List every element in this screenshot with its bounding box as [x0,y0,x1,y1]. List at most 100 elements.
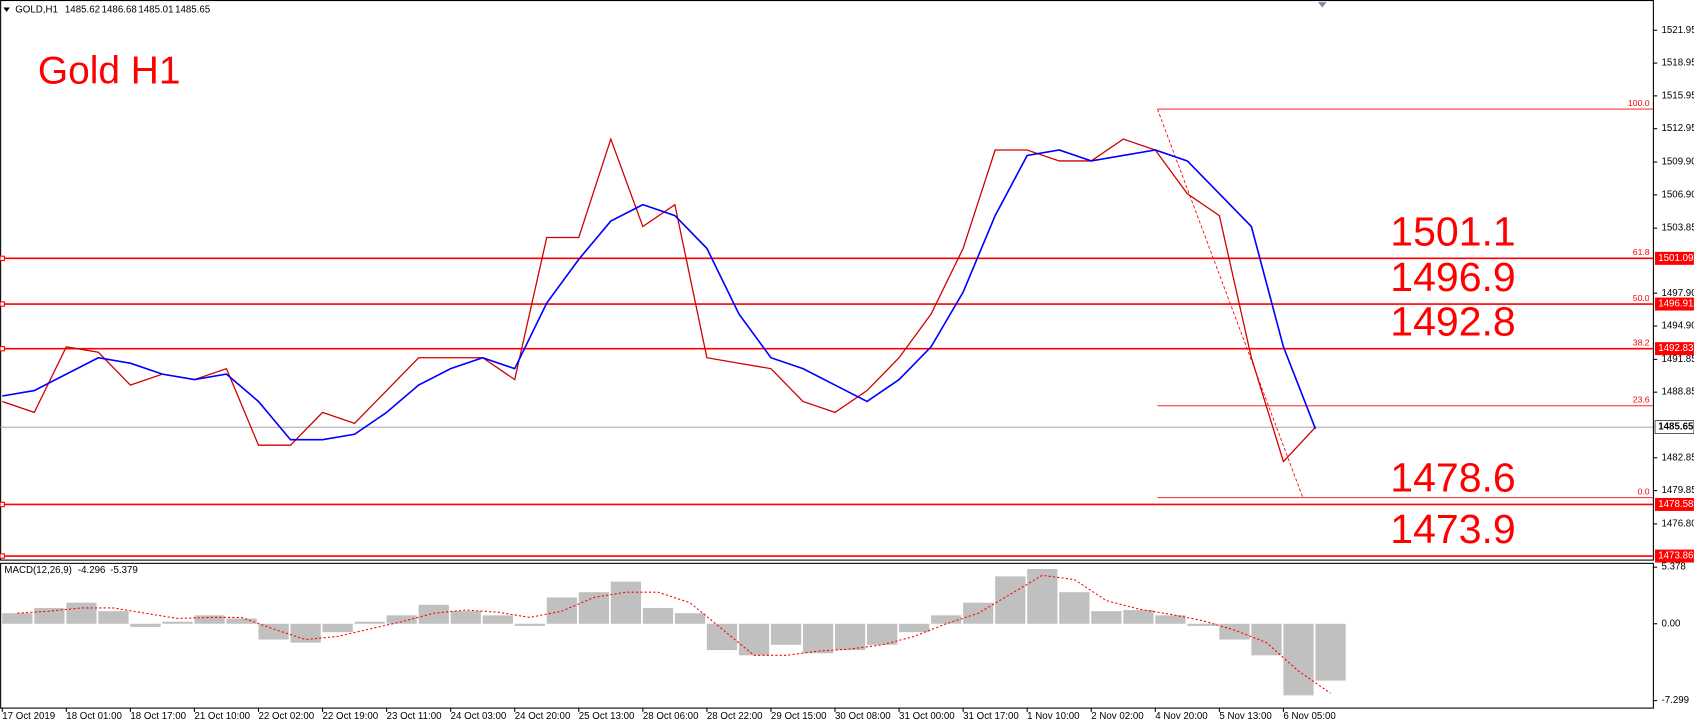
macd-bar [1251,623,1282,656]
macd-signal [17,574,1331,694]
level-anchor [0,345,5,352]
x-tick-label: 23 Oct 11:00 [387,711,443,722]
y-tick-label: 1506.90 [1661,189,1694,200]
x-tick-label: 18 Oct 17:00 [130,711,186,722]
macd-bar [482,615,513,624]
level-box [1655,497,1694,511]
macd-bar [162,621,193,624]
macd-bar [450,611,481,624]
ohlc-value: 1485.62 [65,4,100,15]
macd-label: MACD(12,26,9) [4,565,72,576]
macd-bar [642,607,674,624]
fib-level: 0.0 [1638,487,1650,497]
x-tick-label: 4 Nov 20:00 [1155,711,1208,722]
level-axis-label: 1478.58 [1658,499,1693,510]
y-tick-label: 1476.80 [1661,518,1694,529]
ohlc-value: 1486.68 [102,4,137,15]
macd-bar [514,623,545,626]
y-tick-label: 0.00 [1661,618,1681,629]
symbol-header: GOLD,H1 [15,4,58,15]
level-axis-label: 1473.86 [1658,551,1693,562]
x-tick-label: 6 Nov 05:00 [1283,711,1336,722]
macd-bar [34,607,65,624]
moving-average [2,149,1317,441]
y-tick-label: 1497.90 [1661,288,1694,299]
macd-bar [354,621,385,624]
y-tick-label: 1482.85 [1661,452,1694,463]
macd-bar [98,611,129,624]
macd-bar [130,623,161,627]
macd-bar [802,623,834,654]
y-tick-label: 1521.95 [1661,25,1694,36]
y-tick-label: 1488.85 [1661,387,1694,398]
ohlc-value: 1485.01 [138,4,173,15]
y-tick-label: 1512.95 [1661,123,1694,134]
x-tick-label: 22 Oct 19:00 [323,711,379,722]
main-panel [0,0,1654,561]
level-label: 1478.6 [1390,455,1516,501]
x-tick-label: 31 Oct 17:00 [963,711,1019,722]
macd-bar [931,615,962,624]
fib-level: 100.0 [1628,98,1650,108]
macd-bar [770,623,802,645]
y-tick-label: 1494.90 [1661,321,1694,332]
macd-bar [1059,592,1090,624]
level-label: 1496.9 [1390,254,1516,300]
macd-bar [1123,610,1154,624]
macd-bar [835,623,866,651]
x-tick-label: 28 Oct 06:00 [643,711,699,722]
macd-bar [194,615,225,624]
x-tick-label: 21 Oct 10:00 [194,711,250,722]
macd-bar [610,581,642,624]
level-box [1655,549,1694,563]
ohlc-value: 1485.65 [175,4,210,15]
macd-bar [1283,623,1314,696]
x-tick-label: 28 Oct 22:00 [707,711,763,722]
x-tick-label: 2 Nov 02:00 [1091,711,1144,722]
macd-bar [899,623,930,633]
price-line [2,137,1316,463]
macd-bar [322,623,353,633]
macd-bar [386,615,417,624]
level-box [1655,251,1694,265]
macd-bar [867,623,898,645]
macd-bar [2,613,33,624]
macd-readout: -4.296 [78,565,106,576]
x-tick-label: 31 Oct 00:00 [899,711,955,722]
macd-bar [674,613,706,624]
x-tick-label: 22 Oct 02:00 [258,711,314,722]
x-tick-label: 24 Oct 03:00 [451,711,507,722]
macd-bar [258,623,289,640]
macd-bar [1091,611,1122,624]
level-box [1655,297,1694,311]
macd-bar [1027,569,1058,624]
x-tick-label: 18 Oct 01:00 [66,711,122,722]
y-tick-label: 1509.90 [1661,157,1694,168]
macd-bar [1155,615,1186,624]
level-axis-label: 1492.83 [1658,343,1693,354]
chart-title: Gold H1 [38,50,181,93]
level-anchor [0,501,5,508]
x-tick-label: 17 Oct 2019 [2,711,55,722]
level-anchor [0,301,5,307]
current-price-label: 1485.65 [1658,422,1694,433]
level-axis-label: 1496.91 [1658,299,1693,310]
level-label: 1501.1 [1390,208,1516,254]
fib-level: 38.2 [1633,338,1650,348]
x-tick-label: 25 Oct 13:00 [579,711,635,722]
macd-bar [1315,623,1346,681]
x-tick-label: 30 Oct 08:00 [835,711,891,722]
macd-bar [706,623,738,651]
y-tick-label: 1503.85 [1661,223,1694,234]
level-label: 1492.8 [1390,299,1516,345]
macd-bar [1219,623,1250,640]
fib-level: 61.8 [1633,247,1650,257]
y-tick-label: 1491.85 [1661,354,1694,365]
macd-bar [226,618,257,624]
macd-bar [738,623,770,656]
x-tick-label: 29 Oct 15:00 [771,711,827,722]
macd-bar [66,602,97,624]
fib-level: 23.6 [1633,395,1650,405]
y-tick-label: 1515.95 [1661,90,1694,101]
